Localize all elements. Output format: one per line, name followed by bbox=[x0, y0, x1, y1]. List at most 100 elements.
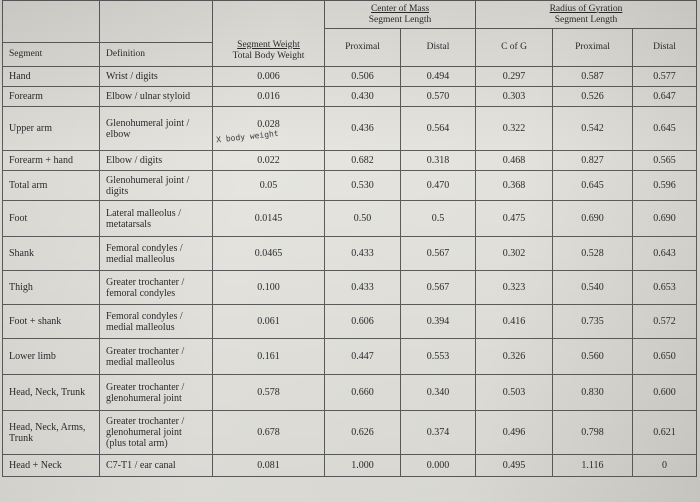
segment-name: Head, Neck, Arms, Trunk bbox=[2, 410, 100, 455]
weight-value: 0.0145 bbox=[212, 200, 325, 237]
rog-proximal-header: Proximal bbox=[552, 28, 633, 67]
rog-proximal-value: 0.528 bbox=[552, 236, 633, 271]
definition-line: femoral condyles bbox=[106, 287, 176, 299]
rog-distal-value: 0.600 bbox=[632, 374, 697, 411]
segment-name: Thigh bbox=[2, 270, 100, 305]
segment-name: Head, Neck, Trunk bbox=[2, 374, 100, 411]
table-row: Hand Wrist / digits 0.006 0.506 0.494 0.… bbox=[2, 66, 697, 87]
rog-cg-value: 0.323 bbox=[475, 270, 553, 305]
rog-proximal-value: 1.116 bbox=[552, 454, 633, 477]
com-distal-value: 0.470 bbox=[400, 170, 476, 201]
definition-line: Femoral condyles / bbox=[106, 242, 183, 254]
definition-line: Lateral malleolus / bbox=[106, 207, 181, 219]
segment-weight-header: Segment Weight Total Body Weight bbox=[212, 0, 325, 67]
com-proximal-value: 0.433 bbox=[324, 270, 401, 305]
rog-distal-value: 0.647 bbox=[632, 86, 697, 107]
rog-proximal-value: 0.645 bbox=[552, 170, 633, 201]
weight-value-cell: 0.028 X body weight bbox=[212, 106, 325, 151]
weight-value: 0.678 bbox=[212, 410, 325, 455]
com-proximal-value: 0.626 bbox=[324, 410, 401, 455]
rog-proximal-value: 0.560 bbox=[552, 338, 633, 375]
table-row: Forearm Elbow / ulnar styloid 0.016 0.43… bbox=[2, 86, 697, 107]
rog-distal-value: 0.565 bbox=[632, 150, 697, 171]
definition-line: glenohumeral joint bbox=[106, 392, 182, 404]
com-header-line1: Center of Mass bbox=[370, 3, 430, 14]
definition-line: metatarsals bbox=[106, 218, 151, 230]
rog-proximal-value: 0.526 bbox=[552, 86, 633, 107]
com-distal-value: 0.494 bbox=[400, 66, 476, 87]
segment-definition: Greater trochanter / glenohumeral joint bbox=[99, 374, 213, 411]
weight-header-line1: Segment Weight bbox=[237, 40, 300, 50]
segment-definition: Femoral condyles / medial malleolus bbox=[99, 304, 213, 339]
definition-line: Greater trochanter / bbox=[106, 345, 185, 357]
segment-definition: Greater trochanter / glenohumeral joint … bbox=[99, 410, 213, 455]
weight-value: 0.022 bbox=[212, 150, 325, 171]
com-distal-value: 0.374 bbox=[400, 410, 476, 455]
com-proximal-value: 0.50 bbox=[324, 200, 401, 237]
rog-header-line2: Segment Length bbox=[554, 14, 618, 25]
table-row: Thigh Greater trochanter / femoral condy… bbox=[2, 270, 697, 305]
weight-value: 0.100 bbox=[212, 270, 325, 305]
rog-cg-value: 0.302 bbox=[475, 236, 553, 271]
rog-proximal-value: 0.735 bbox=[552, 304, 633, 339]
rog-distal-value: 0.643 bbox=[632, 236, 697, 271]
definition-line: Greater trochanter / bbox=[106, 381, 185, 393]
weight-value: 0.05 bbox=[212, 170, 325, 201]
com-distal-value: 0.340 bbox=[400, 374, 476, 411]
rog-c-of-g-header: C of G bbox=[475, 28, 553, 67]
definition-line: Glenohumeral joint / bbox=[106, 117, 190, 129]
com-proximal-value: 1.000 bbox=[324, 454, 401, 477]
weight-value: 0.578 bbox=[212, 374, 325, 411]
rog-distal-value: 0.572 bbox=[632, 304, 697, 339]
com-distal-header: Distal bbox=[400, 28, 476, 67]
rog-distal-value: 0.690 bbox=[632, 200, 697, 237]
segment-definition: Greater trochanter / femoral condyles bbox=[99, 270, 213, 305]
com-proximal-value: 0.530 bbox=[324, 170, 401, 201]
com-proximal-value: 0.430 bbox=[324, 86, 401, 107]
com-proximal-header: Proximal bbox=[324, 28, 401, 67]
rog-distal-value: 0 bbox=[632, 454, 697, 477]
definition-line: Glenohumeral joint / bbox=[106, 174, 190, 186]
com-distal-value: 0.567 bbox=[400, 270, 476, 305]
segment-name: Forearm bbox=[2, 86, 100, 107]
segment-definition: Wrist / digits bbox=[99, 66, 213, 87]
segment-definition: Greater trochanter / medial malleolus bbox=[99, 338, 213, 375]
com-distal-value: 0.318 bbox=[400, 150, 476, 171]
definition-line: Greater trochanter / bbox=[106, 416, 185, 427]
rog-header-line1: Radius of Gyration bbox=[549, 3, 623, 14]
com-proximal-value: 0.682 bbox=[324, 150, 401, 171]
com-distal-value: 0.5 bbox=[400, 200, 476, 237]
rog-cg-value: 0.368 bbox=[475, 170, 553, 201]
segment-definition: Elbow / ulnar styloid bbox=[99, 86, 213, 107]
com-distal-value: 0.570 bbox=[400, 86, 476, 107]
com-proximal-value: 0.436 bbox=[324, 106, 401, 151]
table-row: Foot Lateral malleolus / metatarsals 0.0… bbox=[2, 200, 697, 237]
com-header-line2: Segment Length bbox=[368, 14, 432, 25]
rog-proximal-value: 0.587 bbox=[552, 66, 633, 87]
rog-distal-value: 0.596 bbox=[632, 170, 697, 201]
table-row: Foot + shank Femoral condyles / medial m… bbox=[2, 304, 697, 339]
center-of-mass-header: Center of Mass Segment Length bbox=[324, 0, 476, 29]
table-row: Head, Neck, Trunk Greater trochanter / g… bbox=[2, 374, 697, 411]
segment-name: Total arm bbox=[2, 170, 100, 201]
rog-cg-value: 0.503 bbox=[475, 374, 553, 411]
rog-proximal-value: 0.690 bbox=[552, 200, 633, 237]
com-proximal-value: 0.447 bbox=[324, 338, 401, 375]
segment-name: Foot + shank bbox=[2, 304, 100, 339]
com-proximal-value: 0.660 bbox=[324, 374, 401, 411]
segment-definition: Lateral malleolus / metatarsals bbox=[99, 200, 213, 237]
com-distal-value: 0.394 bbox=[400, 304, 476, 339]
com-distal-value: 0.564 bbox=[400, 106, 476, 151]
table-row: Head + Neck C7-T1 / ear canal 0.081 1.00… bbox=[2, 454, 697, 477]
segment-definition: Femoral condyles / medial malleolus bbox=[99, 236, 213, 271]
table-row: Lower limb Greater trochanter / medial m… bbox=[2, 338, 697, 375]
rog-proximal-value: 0.827 bbox=[552, 150, 633, 171]
rog-cg-value: 0.297 bbox=[475, 66, 553, 87]
definition-line: digits bbox=[106, 185, 129, 197]
segment-name: Foot bbox=[2, 200, 100, 237]
definition-column-header: Definition bbox=[99, 42, 213, 67]
table-row: Shank Femoral condyles / medial malleolu… bbox=[2, 236, 697, 271]
table-row: Upper arm Glenohumeral joint / elbow 0.0… bbox=[2, 106, 697, 151]
rog-cg-value: 0.475 bbox=[475, 200, 553, 237]
rog-distal-value: 0.650 bbox=[632, 338, 697, 375]
